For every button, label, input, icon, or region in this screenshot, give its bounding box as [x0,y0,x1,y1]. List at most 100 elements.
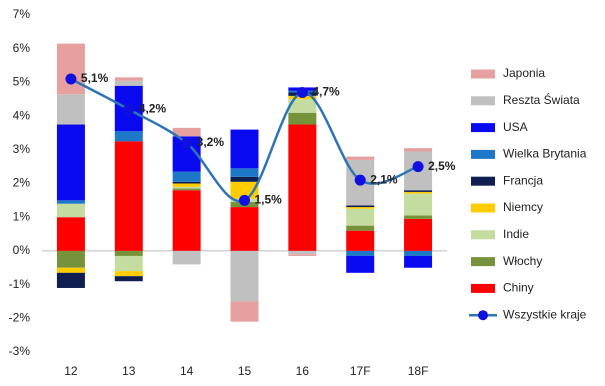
value-label: 4,2% [139,102,167,116]
y-tick-label: 2% [13,176,31,190]
bar-segment [172,188,201,191]
x-tick-label: 18F [408,364,429,378]
legend-label: Chiny [503,281,534,295]
y-tick-label: -2% [9,310,31,324]
legend-label: Francja [503,173,543,187]
legend-label: USA [503,120,528,134]
legend-label: Indie [503,227,529,241]
bar-segment [114,255,143,272]
bar-segment [172,190,201,251]
bar-segment [230,168,259,177]
bar-segment [346,250,375,256]
bar-segment [172,127,201,137]
bar-segment [404,193,433,216]
line-marker [296,87,308,99]
x-tick-label: 16 [296,364,310,378]
bar-segment [56,250,85,268]
y-tick-label: 6% [13,41,31,55]
bar-segment [346,255,375,273]
value-label: 3,2% [197,135,225,149]
legend-swatch [471,257,495,267]
legend-swatch [471,149,495,159]
bar-segment [56,43,85,95]
bar-segment [172,183,201,187]
legend-swatch [471,230,495,240]
line-marker [239,194,250,206]
bar-segment [56,267,85,273]
value-label: 2,1% [370,172,398,186]
bar-segment [56,272,85,288]
bar-segment [346,230,375,251]
bar-segment [114,80,143,86]
x-tick-label: 14 [180,364,194,378]
bar-segment [346,207,375,209]
bar-segment [404,190,433,192]
y-tick-label: -3% [9,344,31,358]
bar-segment [114,141,143,251]
line-marker [123,103,135,115]
line-marker [181,137,193,149]
legend-marker [478,310,488,321]
bar-segment [56,200,85,204]
legend-swatch [471,203,495,213]
value-label: 1,5% [255,193,283,207]
bar-segment [114,250,143,256]
line-marker [65,73,77,85]
bar-segment [56,217,85,251]
bar-segment [404,191,433,194]
legend-swatch [471,176,495,186]
y-tick-label: 7% [13,7,31,21]
legend-label: Wielka Brytania [503,147,587,161]
bar-segment [230,129,259,169]
bar-segment [114,271,143,277]
bar-segment [404,218,433,251]
bar-segment [114,77,143,81]
x-tick-label: 17F [350,364,371,378]
y-tick-label: 3% [13,142,31,156]
bar-segment [230,207,259,251]
y-tick-label: -1% [9,277,31,291]
bar-segment [56,203,85,218]
line-marker [412,161,424,173]
bar-segment [230,301,259,322]
bar-segment [404,148,433,152]
bar-segment [172,186,201,189]
bar-segment [56,124,85,201]
bar-segment [288,250,317,255]
y-tick-label: 0% [13,243,31,257]
bar-segment [230,176,259,182]
legend-label: Wszystkie kraje [503,307,587,321]
bar-segment [346,225,375,231]
line-marker [354,174,366,186]
bar-segment [404,215,433,219]
value-label: 2,5% [428,159,456,173]
value-label: 4,7% [312,85,340,99]
bar-segment [288,99,317,113]
bar-segment [346,208,375,226]
legend-label: Reszta Świata [503,92,580,107]
legend-swatch [471,96,495,106]
y-tick-label: 4% [13,108,31,122]
bar-segment [230,250,259,302]
bar-segment [288,112,317,125]
legend-swatch [471,69,495,79]
legend-label: Włochy [503,254,542,268]
bar-segment [404,250,433,256]
x-tick-label: 15 [238,364,252,378]
bar-segment [56,94,85,125]
bar-segment [172,250,201,265]
bar-segment [288,124,317,251]
value-label: 5,1% [81,71,109,85]
legend-swatch [471,283,495,293]
bar-segment [114,276,143,282]
bar-segment [114,131,143,142]
bar-segment [288,254,317,256]
legend-label: Japonia [503,66,545,80]
x-tick-label: 13 [122,364,136,378]
legend-swatch [471,123,495,133]
legend-label: Niemcy [503,200,543,214]
x-tick-label: 12 [64,364,78,378]
y-tick-label: 5% [13,75,31,89]
bar-segment [172,171,201,182]
